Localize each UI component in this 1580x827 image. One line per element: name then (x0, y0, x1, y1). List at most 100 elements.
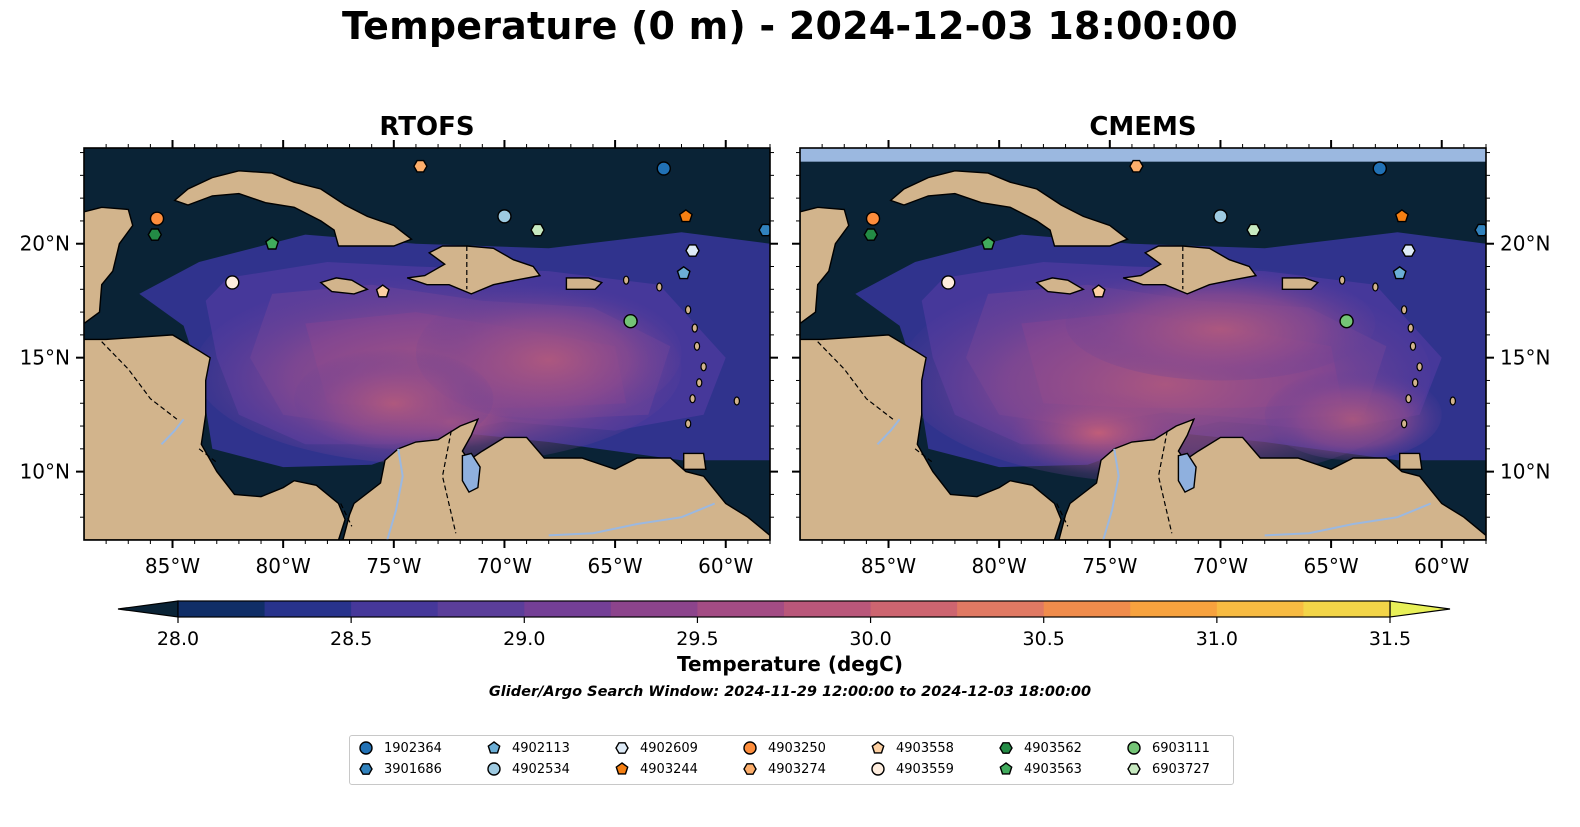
float-marker-4902113 (1392, 265, 1407, 280)
legend-label: 4903559 (896, 761, 954, 777)
colorbar-segment (697, 601, 785, 617)
legend-label: 4903244 (640, 761, 698, 777)
colorbar-segment (957, 601, 1045, 617)
colorbar-tick-label: 29.5 (676, 628, 718, 650)
float-marker-4903244 (678, 209, 693, 223)
legend-item-6903111: 6903111 (1126, 738, 1210, 758)
legend-label: 4902609 (640, 740, 698, 756)
legend-item-1902364: 1902364 (358, 738, 442, 758)
float-marker-4902609 (1401, 244, 1416, 257)
lat-tick-label: 10°N (1500, 460, 1550, 484)
pentagon-marker-icon (615, 762, 629, 775)
colorbar-extend-low (117, 600, 179, 618)
circle-marker-icon (487, 762, 501, 776)
float-marker-4903558 (1091, 284, 1106, 298)
float-marker-1902364 (1372, 161, 1387, 176)
legend-label: 4903558 (896, 740, 954, 756)
colorbar-tick-label: 30.0 (849, 628, 891, 650)
float-marker-4903250 (865, 211, 881, 226)
legend-item-6903727: 6903727 (1126, 759, 1210, 779)
float-marker-4903559 (941, 275, 956, 290)
figure-title: Temperature (0 m) - 2024-12-03 18:00:00 (342, 4, 1238, 48)
colorbar-segment (1303, 601, 1391, 617)
colorbar-segment (1216, 601, 1305, 617)
legend-label: 6903727 (1152, 761, 1210, 777)
float-marker-6903727 (1246, 223, 1261, 237)
legend-label: 3901686 (384, 761, 442, 777)
float-marker-4902609 (685, 244, 700, 257)
float-marker-4903244 (1394, 209, 1409, 223)
legend-label: 4902534 (512, 761, 570, 777)
circle-marker-icon (743, 741, 757, 755)
lat-tick-label: 10°N (20, 460, 70, 484)
float-legend: 1902364 3901686 4902113 4902534 4902609 49032… (349, 735, 1234, 785)
lon-tick-label: 70°W (477, 554, 532, 578)
float-marker-4902534 (497, 209, 512, 224)
legend-label: 4903562 (1024, 740, 1082, 756)
hexagon-marker-icon (1127, 763, 1141, 775)
float-marker-3901686 (1474, 223, 1486, 237)
float-marker-4903563 (265, 236, 280, 250)
legend-label: 6903111 (1152, 740, 1210, 756)
map-panel-rtofs: 85°W 80°W 75°W 70°W 65°W 60°W 20°N 15°N 10°N (20, 140, 778, 578)
colorbar-segment (784, 601, 872, 617)
panel-title-rtofs: RTOFS (379, 112, 475, 142)
lat-tick-label: 20°N (20, 232, 70, 256)
hexagon-marker-icon (743, 763, 757, 775)
float-marker-1902364 (656, 161, 671, 176)
colorbar-extend-high (1389, 600, 1451, 618)
legend-item-4903562: 4903562 (998, 738, 1082, 758)
colorbar-tick-label: 28.5 (330, 628, 372, 650)
pentagon-marker-icon (871, 741, 885, 754)
lon-tick-label: 75°W (366, 554, 421, 578)
float-marker-4902534 (1213, 209, 1228, 224)
float-marker-4903559 (225, 275, 240, 290)
legend-label: 4903274 (768, 761, 826, 777)
lon-tick-label: 70°W (1193, 554, 1248, 578)
lon-tick-label: 65°W (587, 554, 642, 578)
lon-tick-label: 80°W (972, 554, 1027, 578)
colorbar-segment (610, 601, 699, 617)
lon-tick-label: 65°W (1303, 554, 1358, 578)
colorbar-segment (178, 601, 266, 617)
legend-item-4902534: 4902534 (486, 759, 570, 779)
colorbar-tick-label: 30.5 (1023, 628, 1065, 650)
float-marker-4903250 (149, 211, 165, 226)
float-marker-4903558 (375, 284, 390, 298)
legend-item-4903563: 4903563 (998, 759, 1082, 779)
float-marker-4903562 (147, 228, 163, 241)
legend-item-4903244: 4903244 (614, 759, 698, 779)
legend-item-4903250: 4903250 (742, 738, 826, 758)
colorbar-segment (1043, 601, 1131, 617)
search-window-note: Glider/Argo Search Window: 2024-11-29 12… (488, 684, 1092, 700)
colorbar-tick-label: 28.0 (157, 628, 199, 650)
legend-label: 1902364 (384, 740, 442, 756)
lon-tick-label: 85°W (861, 554, 916, 578)
colorbar-segment (870, 601, 958, 617)
colorbar-tick-label: 29.0 (503, 628, 545, 650)
lat-tick-label: 20°N (1500, 232, 1550, 256)
circle-marker-icon (359, 741, 373, 755)
colorbar-segment (351, 601, 439, 617)
colorbar-tick-label: 31.0 (1196, 628, 1238, 650)
float-marker-4903274 (1129, 159, 1144, 173)
colorbar: 28.0 28.5 29.0 29.5 30.0 30.5 31.0 31.5 (117, 600, 1451, 650)
legend-label: 4903250 (768, 740, 826, 756)
circle-marker-icon (1127, 741, 1141, 755)
legend-label: 4902113 (512, 740, 570, 756)
legend-item-4903558: 4903558 (870, 738, 954, 758)
legend-item-3901686: 3901686 (358, 759, 442, 779)
lon-tick-label: 60°W (698, 554, 753, 578)
legend-item-4902113: 4902113 (486, 738, 570, 758)
circle-marker-icon (871, 762, 885, 776)
colorbar-segment (524, 601, 612, 617)
legend-item-4903559: 4903559 (870, 759, 954, 779)
float-marker-4903274 (413, 159, 428, 173)
float-marker-6903727 (530, 223, 545, 237)
float-marker-4902113 (676, 265, 691, 280)
float-marker-4903562 (863, 228, 879, 241)
lon-tick-label: 85°W (145, 554, 200, 578)
legend-item-4903274: 4903274 (742, 759, 826, 779)
lon-tick-label: 60°W (1414, 554, 1469, 578)
